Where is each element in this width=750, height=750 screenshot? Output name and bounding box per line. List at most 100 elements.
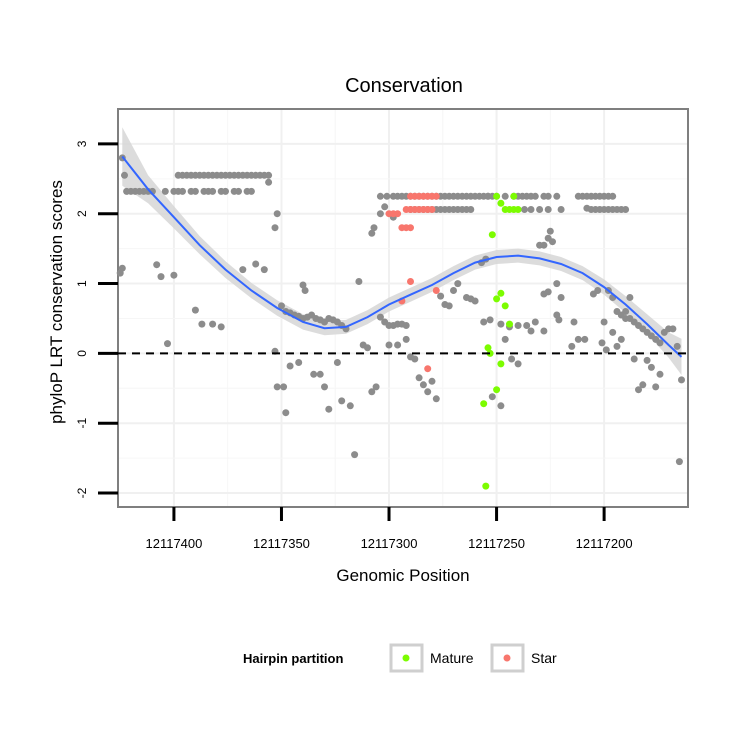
point-other bbox=[351, 451, 359, 459]
point-other bbox=[368, 388, 376, 396]
x-tick-label: 12117300 bbox=[361, 536, 418, 551]
x-axis: 12117400 12117350 12117300 12117250 12117200 bbox=[145, 507, 633, 551]
point-mature bbox=[514, 206, 522, 213]
point-other bbox=[321, 383, 328, 391]
y-tick-label: 0 bbox=[75, 350, 89, 357]
point-mature bbox=[493, 386, 501, 394]
point-mature bbox=[482, 482, 490, 490]
point-other bbox=[445, 302, 453, 310]
point-other bbox=[286, 362, 294, 370]
x-axis-label: Genomic Position bbox=[336, 566, 469, 585]
point-other bbox=[643, 356, 651, 364]
point-other bbox=[656, 339, 664, 347]
point-other bbox=[273, 383, 281, 391]
point-star bbox=[407, 278, 414, 285]
point-other bbox=[549, 238, 556, 246]
point-other bbox=[555, 316, 563, 324]
point-star bbox=[432, 192, 440, 200]
point-other bbox=[501, 335, 509, 343]
point-other bbox=[402, 335, 410, 343]
point-other bbox=[278, 302, 285, 310]
point-other bbox=[428, 377, 436, 385]
y-tick-label: -1 bbox=[75, 418, 89, 429]
point-other bbox=[153, 261, 161, 269]
point-other bbox=[675, 458, 683, 466]
plot-panel bbox=[117, 108, 689, 508]
point-star bbox=[428, 206, 436, 213]
point-other bbox=[488, 393, 496, 401]
y-axis-label: phyloP LRT conservation scores bbox=[47, 180, 66, 424]
point-other bbox=[600, 318, 608, 326]
point-mature bbox=[501, 302, 509, 310]
point-other bbox=[265, 178, 273, 186]
point-other bbox=[602, 346, 610, 354]
point-other bbox=[544, 288, 552, 296]
legend-title: Hairpin partition bbox=[243, 651, 343, 666]
point-other bbox=[497, 320, 505, 328]
point-other bbox=[121, 171, 128, 179]
point-star bbox=[394, 210, 402, 218]
point-other bbox=[536, 206, 544, 213]
point-other bbox=[191, 306, 199, 314]
legend-label-mature: Mature bbox=[430, 650, 474, 666]
legend-mature-icon bbox=[402, 654, 410, 662]
y-tick-label: 2 bbox=[75, 210, 89, 217]
point-other bbox=[355, 278, 363, 285]
point-other bbox=[514, 322, 522, 329]
point-star bbox=[432, 287, 440, 294]
point-other bbox=[609, 192, 617, 200]
point-other bbox=[376, 192, 384, 200]
point-other bbox=[546, 227, 554, 235]
point-other bbox=[540, 241, 548, 249]
point-mature bbox=[497, 199, 505, 207]
point-other bbox=[265, 171, 273, 179]
y-tick-label: 3 bbox=[75, 140, 89, 147]
point-other bbox=[118, 264, 126, 272]
point-mature bbox=[506, 320, 513, 328]
point-other bbox=[484, 192, 492, 200]
point-other bbox=[424, 388, 432, 396]
legend: Hairpin partition Mature Star bbox=[243, 643, 557, 673]
point-other bbox=[191, 187, 199, 195]
y-tick-label: 1 bbox=[75, 280, 89, 287]
point-other bbox=[523, 322, 531, 329]
point-other bbox=[260, 266, 268, 274]
y-tick-label: -2 bbox=[75, 487, 89, 498]
point-other bbox=[521, 206, 528, 213]
point-other bbox=[531, 192, 539, 200]
point-other bbox=[222, 187, 229, 195]
point-other bbox=[415, 374, 423, 382]
point-other bbox=[574, 335, 582, 343]
smooth-line bbox=[121, 155, 683, 358]
point-other bbox=[467, 206, 475, 213]
point-other bbox=[635, 386, 642, 394]
point-other bbox=[157, 273, 165, 281]
point-mature bbox=[493, 192, 501, 200]
point-other bbox=[531, 318, 539, 326]
point-mature bbox=[497, 360, 505, 368]
point-other bbox=[598, 339, 606, 347]
point-other bbox=[385, 341, 393, 349]
point-other bbox=[282, 409, 290, 417]
point-other bbox=[299, 281, 307, 289]
point-other bbox=[280, 383, 288, 391]
point-other bbox=[198, 320, 206, 328]
point-other bbox=[609, 328, 617, 336]
point-other bbox=[372, 383, 380, 391]
point-other bbox=[656, 370, 664, 378]
point-other bbox=[252, 260, 260, 268]
point-other bbox=[501, 192, 509, 200]
point-other bbox=[161, 187, 169, 195]
point-other bbox=[376, 210, 384, 218]
point-other bbox=[497, 402, 505, 410]
point-other bbox=[217, 323, 225, 331]
legend-star-icon bbox=[503, 654, 511, 662]
point-other bbox=[647, 363, 655, 371]
point-other bbox=[553, 192, 561, 200]
x-tick-label: 12117200 bbox=[576, 536, 633, 551]
point-other bbox=[394, 341, 402, 349]
point-other bbox=[376, 313, 384, 321]
point-mature bbox=[486, 349, 494, 357]
point-other bbox=[454, 280, 462, 288]
point-other bbox=[170, 271, 178, 279]
